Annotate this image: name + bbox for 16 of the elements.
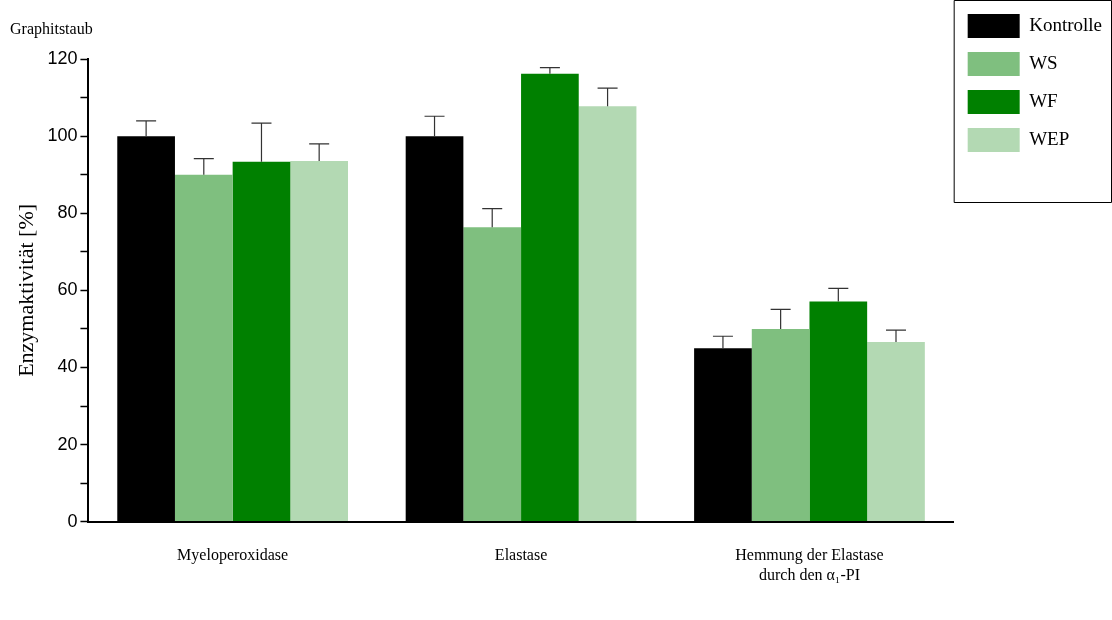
y-tick-label: 120 bbox=[47, 48, 78, 69]
y-tick-label: 100 bbox=[47, 125, 78, 146]
legend-label: WEP bbox=[1029, 127, 1070, 149]
legend-label: WS bbox=[1029, 51, 1058, 73]
x-tick-label: Myeloperoxidase bbox=[177, 546, 289, 565]
y-axis-title: Enzymaktivität [%] bbox=[12, 203, 38, 377]
x-tick-label: Hemmung der Elastase durch den α₁-PI bbox=[735, 546, 884, 583]
legend-label: WF bbox=[1029, 89, 1058, 111]
y-tick-label: 40 bbox=[57, 356, 78, 377]
x-tick-label: Elastase bbox=[494, 546, 548, 564]
y-tick-label: 0 bbox=[67, 510, 78, 531]
y-tick-label: 80 bbox=[57, 202, 78, 223]
y-tick-label: 60 bbox=[57, 279, 78, 300]
y-tick-label: 20 bbox=[57, 433, 78, 454]
chart-title: Graphitstaub bbox=[10, 19, 93, 38]
legend-label: Kontrolle bbox=[1029, 13, 1103, 35]
